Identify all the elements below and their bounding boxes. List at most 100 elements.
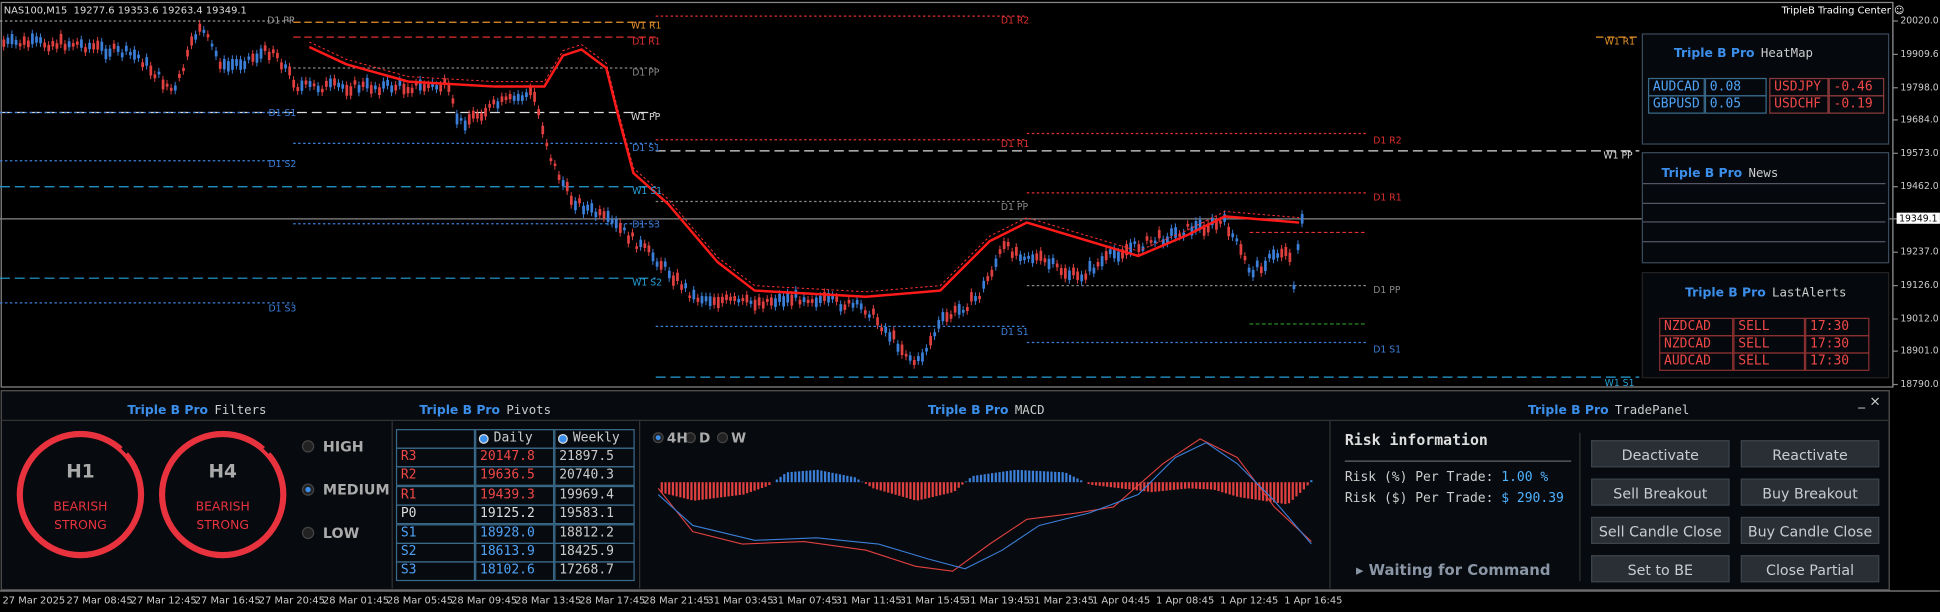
candle bbox=[1027, 255, 1030, 259]
macd-bar bbox=[1106, 482, 1109, 487]
candle bbox=[345, 85, 349, 96]
macd-bar bbox=[1061, 472, 1064, 483]
macd-bar bbox=[846, 475, 849, 483]
macd-tf[interactable]: D bbox=[699, 430, 711, 447]
macd-bar bbox=[942, 482, 945, 495]
level-label: D1 PP bbox=[632, 66, 660, 78]
macd-bar bbox=[857, 479, 860, 483]
candle bbox=[1031, 254, 1035, 264]
candle bbox=[917, 356, 920, 362]
candle bbox=[733, 296, 737, 301]
macd-bar bbox=[1239, 482, 1242, 498]
time-label: 28 Mar 01:45 bbox=[322, 594, 390, 606]
trade-button[interactable]: Sell Candle Close bbox=[1591, 516, 1730, 545]
macd-bar bbox=[1076, 478, 1079, 483]
macd-tf[interactable]: W bbox=[731, 430, 747, 447]
macd-bar bbox=[705, 482, 708, 500]
macd-bar bbox=[1184, 482, 1187, 489]
candle bbox=[492, 99, 496, 105]
trade-button[interactable]: Set to BE bbox=[1591, 555, 1730, 583]
macd-tf[interactable]: 4H bbox=[666, 430, 688, 447]
candle bbox=[382, 81, 385, 89]
brand: Triple B Pro bbox=[127, 404, 209, 418]
candle bbox=[459, 118, 463, 121]
filter-option[interactable]: HIGH bbox=[322, 437, 364, 455]
candle bbox=[280, 62, 283, 70]
candle bbox=[1194, 221, 1198, 232]
candle bbox=[210, 43, 214, 47]
candle bbox=[1247, 267, 1251, 273]
pivot-header: Weekly bbox=[554, 429, 635, 449]
candle bbox=[263, 45, 267, 52]
brand: Triple B Pro bbox=[1527, 404, 1609, 418]
candle bbox=[659, 261, 663, 270]
candle bbox=[725, 294, 728, 301]
macd-bar bbox=[1113, 482, 1116, 488]
pivot-cell: 21897.5 bbox=[554, 447, 635, 468]
candle bbox=[1092, 267, 1096, 274]
trade-button[interactable]: Buy Breakout bbox=[1740, 478, 1880, 506]
candle bbox=[484, 107, 487, 117]
candle bbox=[333, 78, 336, 86]
macd-bar bbox=[1224, 482, 1228, 494]
candle bbox=[904, 353, 908, 357]
trade-button[interactable]: Reactivate bbox=[1740, 440, 1880, 468]
macd-bar bbox=[872, 482, 875, 489]
macd-bar bbox=[1068, 474, 1072, 483]
candle bbox=[386, 79, 389, 86]
chart-frame bbox=[0, 1, 1894, 388]
candle bbox=[957, 304, 961, 315]
radio bbox=[684, 432, 696, 444]
macd-bar bbox=[1165, 482, 1168, 491]
trade-button[interactable]: Deactivate bbox=[1591, 440, 1730, 468]
candle bbox=[1157, 230, 1161, 239]
candle bbox=[227, 61, 230, 72]
macd-bar bbox=[1002, 471, 1005, 483]
level-label: W1 PP bbox=[630, 111, 661, 123]
candle bbox=[631, 232, 634, 237]
trade-button[interactable]: Close Partial bbox=[1740, 555, 1880, 583]
candle bbox=[786, 292, 790, 303]
candle bbox=[745, 294, 749, 303]
macd-bar bbox=[749, 482, 752, 492]
trade-button[interactable]: Sell Breakout bbox=[1591, 478, 1730, 506]
candle bbox=[741, 298, 745, 302]
macd-bar bbox=[953, 482, 957, 492]
macd-bar bbox=[1213, 482, 1216, 490]
candle bbox=[639, 239, 643, 248]
candle bbox=[292, 79, 296, 88]
macd-bar bbox=[686, 482, 689, 500]
candle bbox=[312, 83, 316, 87]
candle bbox=[1292, 284, 1296, 290]
candle bbox=[1300, 213, 1304, 224]
title: Filters bbox=[214, 404, 267, 418]
window-controls[interactable]: _ × bbox=[1858, 393, 1881, 410]
candle bbox=[508, 93, 512, 100]
macd-bar bbox=[1080, 480, 1083, 483]
filter-option[interactable]: LOW bbox=[322, 524, 360, 542]
level-label: D1 R1 bbox=[632, 35, 661, 47]
filter-option[interactable]: MEDIUM bbox=[322, 480, 390, 499]
trade-button[interactable]: Buy Candle Close bbox=[1740, 516, 1880, 545]
candle bbox=[96, 40, 100, 50]
macd-bar bbox=[1158, 482, 1161, 492]
macd-bar bbox=[668, 482, 671, 495]
macd-bar bbox=[1050, 471, 1053, 483]
candle bbox=[1259, 266, 1263, 274]
candle bbox=[84, 47, 87, 53]
brand: Triple B Pro bbox=[1661, 166, 1743, 181]
alert-cell: SELL bbox=[1733, 352, 1806, 371]
macd-bar bbox=[920, 482, 923, 500]
macd-bar bbox=[1221, 482, 1224, 493]
macd-bar bbox=[720, 482, 723, 498]
candle bbox=[855, 299, 859, 305]
macd-bar bbox=[965, 481, 968, 483]
candle bbox=[300, 80, 304, 91]
platform: TripleB Trading Center ☺ bbox=[1781, 4, 1905, 17]
news-row bbox=[1643, 221, 1886, 241]
candle bbox=[153, 74, 157, 79]
candle bbox=[455, 113, 459, 125]
candle bbox=[149, 65, 153, 76]
macd-bar bbox=[1258, 482, 1261, 501]
macd-bar bbox=[1195, 482, 1198, 489]
